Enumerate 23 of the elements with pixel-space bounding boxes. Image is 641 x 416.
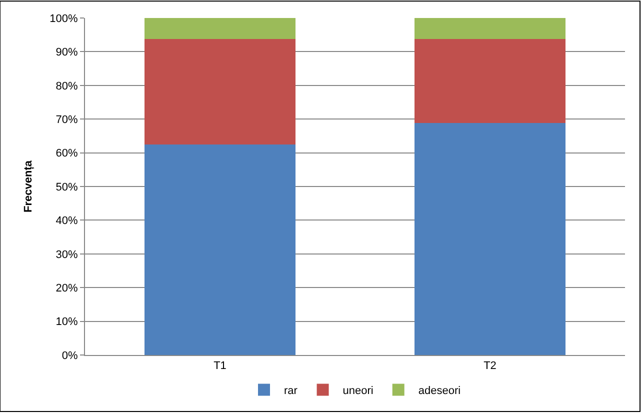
y-tick-label: 70% (56, 114, 78, 126)
x-tick-label: T2 (484, 360, 496, 372)
x-tick-label: T1 (214, 360, 226, 372)
bar (144, 144, 296, 355)
bar (414, 123, 566, 355)
y-tick-label: 80% (56, 80, 78, 92)
y-axis-title: Frecvența (22, 160, 34, 212)
y-tick-label: 60% (56, 148, 78, 160)
y-tick-label: 20% (56, 282, 78, 294)
bar (414, 18, 566, 39)
y-tick-label: 40% (56, 215, 78, 228)
y-tick-label: 90% (56, 46, 78, 59)
y-tick-label: 50% (56, 181, 78, 194)
bar (144, 38, 296, 144)
y-tick-label: 10% (56, 316, 78, 328)
y-tick-label: 100% (50, 12, 78, 25)
legend-label: uneori (342, 385, 374, 398)
bar (144, 18, 296, 39)
bar (414, 38, 566, 124)
legend-label: rar (284, 385, 298, 398)
y-tick-label: 30% (56, 248, 78, 261)
legend-label: adeseori (418, 385, 461, 398)
y-tick-label: 0% (62, 350, 78, 362)
